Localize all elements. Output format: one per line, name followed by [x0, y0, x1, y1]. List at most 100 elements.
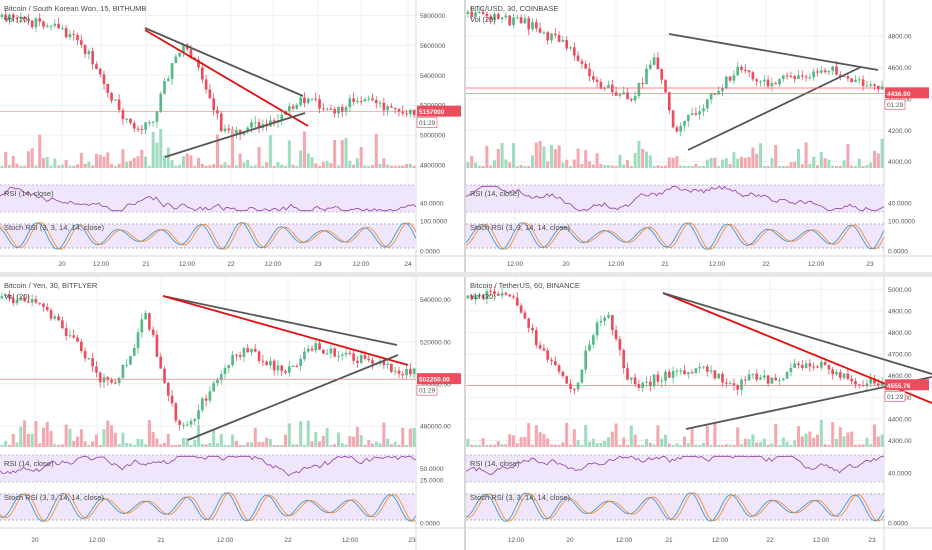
chart-svg-coinbase[interactable]: 4800.004600.004400.004200.004000.0040.00…	[466, 0, 932, 272]
symbol-title[interactable]: BTC/USD, 30, COINBASE	[470, 4, 558, 13]
candle-body	[314, 98, 318, 100]
candle-body	[182, 44, 185, 53]
time-tick-label: 12:00	[217, 537, 234, 544]
candle-body	[569, 47, 572, 49]
volume-bar	[739, 156, 744, 168]
volume-bar	[253, 427, 257, 447]
candle-body	[614, 330, 618, 339]
volume-bar	[595, 443, 599, 447]
symbol-title[interactable]: Bitcoin / Yen, 30, BITFLYER	[4, 281, 98, 290]
chart-svg-bitflyer[interactable]: 540000.00520000.00500000.00480000.0050.0…	[0, 277, 464, 550]
volume-label[interactable]: Vol (20)	[4, 15, 30, 24]
volume-bar	[504, 444, 508, 447]
chart-panel-bithumb[interactable]: 5800000560000054000005200000500000048000…	[0, 0, 464, 272]
volume-bar	[473, 444, 478, 447]
volume-bar	[23, 165, 27, 168]
candle-body	[873, 378, 876, 384]
volume-bar	[758, 143, 763, 168]
chart-panel-bitflyer[interactable]: 540000.00520000.00500000.00480000.0050.0…	[0, 277, 464, 550]
volume-bar	[200, 443, 204, 447]
volume-bar	[242, 444, 246, 447]
volume-bar	[489, 165, 493, 168]
volume-bar	[336, 165, 340, 168]
rsi-label[interactable]: RSI (14, close)	[4, 459, 54, 468]
candle-body	[873, 84, 876, 86]
volume-bar	[872, 150, 877, 168]
chart-svg-bithumb[interactable]: 5800000560000054000005200000500000048000…	[0, 0, 464, 272]
candle-body	[284, 370, 287, 373]
chart-panel-coinbase[interactable]: 4800.004600.004400.004200.004000.0040.00…	[466, 0, 932, 272]
stoch-rsi-pane	[466, 492, 885, 522]
volume-bar	[295, 444, 299, 447]
stoch-rsi-label[interactable]: Stoch RSI (3, 3, 14, 14, close)	[470, 223, 571, 232]
candle-body	[576, 382, 580, 390]
candle-body	[87, 51, 91, 54]
volume-bar	[7, 165, 11, 168]
rsi-pane	[0, 454, 417, 483]
rsi-label[interactable]: RSI (14, close)	[470, 189, 520, 198]
candle-body	[322, 108, 325, 110]
candle-body	[717, 373, 721, 379]
volume-bar	[249, 442, 254, 447]
candle-body	[91, 358, 94, 367]
volume-bar	[823, 158, 827, 168]
volume-bar	[68, 428, 72, 447]
panel-divider-horizontal[interactable]	[0, 272, 932, 277]
candle-body	[87, 358, 91, 360]
symbol-title[interactable]: Bitcoin / South Korean Won, 15, BITHUMB	[4, 4, 146, 13]
stoch-k-line	[0, 222, 417, 250]
stoch-rsi-label[interactable]: Stoch RSI (3, 3, 14, 14, close)	[470, 493, 571, 502]
candle-body	[660, 380, 664, 382]
candle-body	[189, 420, 193, 425]
candle-body	[835, 372, 838, 375]
price-tick-label: 5000.00	[888, 287, 912, 294]
volume-bar	[496, 148, 500, 168]
legend: Bitcoin / TetherUS, 60, BINANCE Vol (20) R…	[470, 281, 580, 502]
chart-svg-binance[interactable]: 5000.004900.004800.004700.004600.004500.…	[466, 277, 932, 550]
symbol-title[interactable]: Bitcoin / TetherUS, 60, BINANCE	[470, 281, 580, 290]
candle-body	[728, 383, 732, 385]
volume-bar	[542, 146, 546, 168]
volume-bar	[53, 158, 57, 168]
candle-body	[686, 372, 690, 375]
stoch-rsi-label[interactable]: Stoch RSI (3, 3, 14, 14, close)	[4, 223, 105, 232]
candle-body	[747, 374, 751, 381]
volume-bar	[466, 438, 470, 447]
candle-body	[474, 12, 477, 17]
volume-bar	[500, 143, 504, 168]
volume-bar	[359, 435, 363, 447]
volume-label[interactable]: Vol (20)	[470, 15, 496, 24]
time-axis: 20 12:00 21 12:00 22 12:00 23 12:00 24	[58, 261, 412, 268]
candle-body	[337, 106, 340, 114]
trendline-gray	[662, 292, 932, 375]
volume-bar	[603, 165, 607, 168]
candle-body	[401, 373, 405, 376]
volume-bar	[147, 165, 151, 168]
volume-bar	[815, 434, 820, 447]
candle-body	[61, 320, 64, 329]
chart-panel-binance[interactable]: 5000.004900.004800.004700.004600.004500.…	[466, 277, 932, 550]
candle-body	[831, 66, 835, 71]
volume-bar	[64, 424, 68, 447]
volume-bar	[268, 439, 272, 447]
volume-bar	[79, 152, 83, 168]
volume-bar	[587, 441, 592, 447]
candle-body	[523, 312, 527, 319]
candle-body	[57, 23, 60, 29]
volume-bar	[781, 437, 785, 447]
candle-body	[694, 113, 698, 115]
candle-body	[306, 98, 310, 104]
stoch-tick-label: 0.0000	[888, 249, 908, 256]
candle-body	[53, 23, 57, 26]
volume-bar	[280, 164, 284, 168]
rsi-label[interactable]: RSI (14, close)	[470, 459, 520, 468]
candle-body	[523, 18, 527, 24]
rsi-label[interactable]: RSI (14, close)	[4, 189, 54, 198]
volume-bar	[408, 163, 412, 168]
trendline-gray	[687, 66, 862, 151]
volume-label[interactable]: Vol (20)	[4, 292, 30, 301]
volume-label[interactable]: Vol (20)	[470, 292, 496, 301]
volume-bar	[720, 444, 725, 447]
stoch-rsi-label[interactable]: Stoch RSI (3, 3, 14, 14, close)	[4, 493, 105, 502]
candle-body	[713, 93, 717, 95]
